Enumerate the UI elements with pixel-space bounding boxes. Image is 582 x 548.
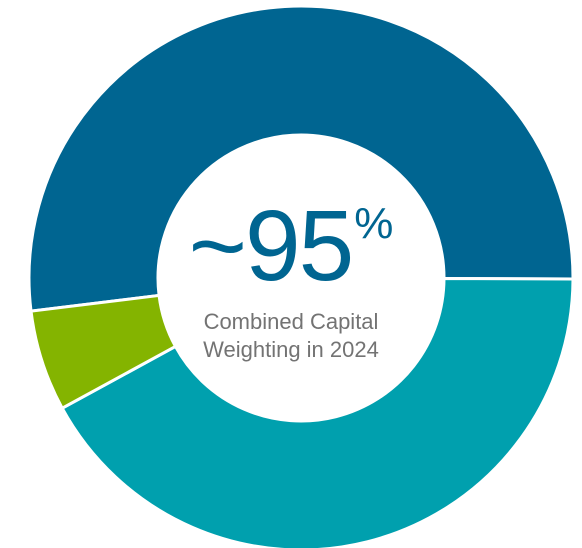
center-caption-line2: Weighting in 2024 [203, 337, 379, 362]
donut-slices [27, 4, 575, 548]
donut-slice-2 [60, 276, 575, 548]
center-headline: ~95% [0, 196, 582, 296]
center-unit: % [354, 199, 394, 248]
center-value: ~95 [188, 190, 355, 302]
center-caption-line1: Combined Capital [203, 309, 379, 334]
donut-slice-3 [29, 293, 178, 411]
center-caption: Combined Capital Weighting in 2024 [0, 308, 582, 364]
donut-slice-1 [27, 4, 575, 313]
